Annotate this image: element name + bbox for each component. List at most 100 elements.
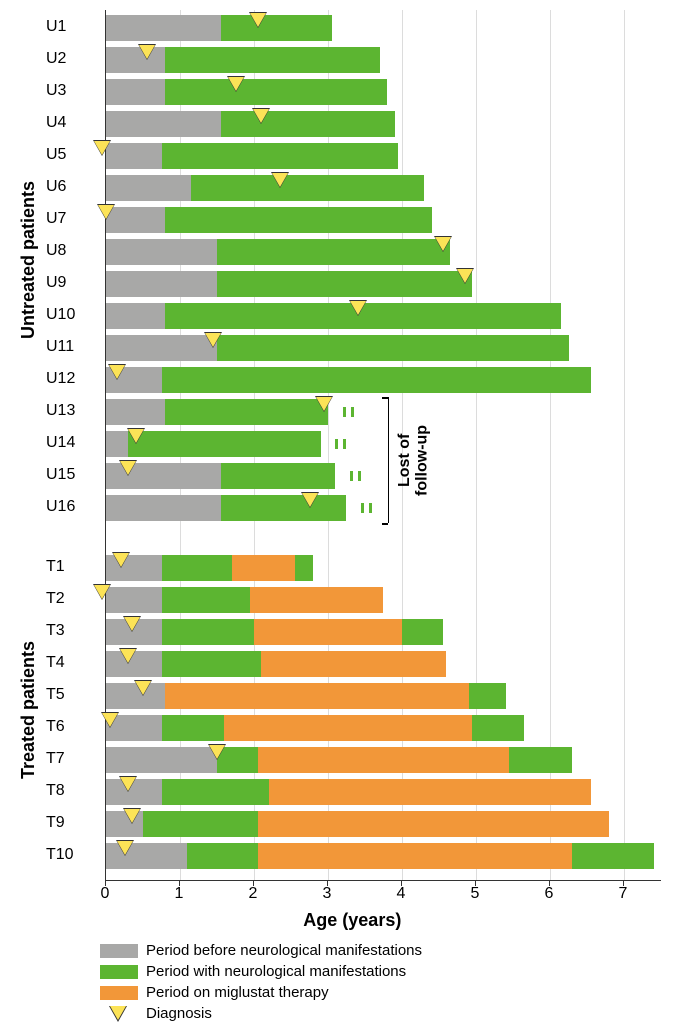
segment-miglustat [250,587,383,613]
diagnosis-marker [113,553,129,567]
patient-label: U5 [46,146,96,164]
segment-miglustat [258,843,573,869]
segment-with_neuro [143,811,258,837]
x-tick: 5 [471,885,480,903]
patient-label: U11 [46,338,96,356]
patient-label: U6 [46,178,96,196]
diagnosis-marker [94,585,110,599]
legend-label: Period before neurological manifestation… [146,942,422,959]
segment-before_neuro [106,175,191,201]
patient-label: T6 [46,718,96,736]
segment-before_neuro [106,303,165,329]
diagnosis-marker [120,461,136,475]
legend-label: Diagnosis [146,1005,212,1022]
patient-label: U9 [46,274,96,292]
diagnosis-marker [128,429,144,443]
diagnosis-marker [250,13,266,27]
segment-miglustat [232,555,295,581]
segment-with_neuro [509,747,572,773]
patient-label: T2 [46,590,96,608]
legend-item: Period with neurological manifestations [100,961,422,982]
chart-container: Untreated patients Treated patients Age … [0,0,685,1025]
segment-miglustat [258,747,510,773]
segment-with_neuro [128,431,320,457]
patient-label: U10 [46,306,96,324]
segment-before_neuro [106,239,217,265]
segment-with_neuro [162,619,255,645]
diagnosis-marker [209,745,225,759]
diagnosis-marker [124,617,140,631]
segment-with_neuro [162,779,269,805]
lost-dash [343,407,346,417]
x-tick: 4 [397,885,406,903]
diagnosis-marker [139,45,155,59]
segment-before_neuro [106,143,162,169]
diagnosis-marker [302,493,318,507]
segment-with_neuro [191,175,424,201]
lost-bracket [388,397,395,523]
segment-with_neuro [187,843,257,869]
segment-with_neuro [162,587,251,613]
patient-label: T10 [46,846,96,864]
patient-label: U16 [46,498,96,516]
segment-with_neuro [221,15,332,41]
lost-dash [335,439,338,449]
lost-dash [369,503,372,513]
group-label-treated: Treated patients [18,580,39,840]
patient-label: U15 [46,466,96,484]
diagnosis-marker [228,77,244,91]
patient-label: U7 [46,210,96,228]
diagnosis-marker [350,301,366,315]
segment-with_neuro [402,619,443,645]
segment-with_neuro [472,715,524,741]
lost-dash [358,471,361,481]
patient-label: T9 [46,814,96,832]
segment-before_neuro [106,15,221,41]
diagnosis-marker [316,397,332,411]
diagnosis-marker [205,333,221,347]
patient-label: T4 [46,654,96,672]
lost-dash [351,407,354,417]
patient-label: T5 [46,686,96,704]
patient-label: T3 [46,622,96,640]
patient-label: U1 [46,18,96,36]
legend-triangle-icon [110,1006,126,1020]
segment-before_neuro [106,587,162,613]
segment-with_neuro [162,367,591,393]
segment-with_neuro [165,47,380,73]
segment-with_neuro [217,239,450,265]
patient-label: U14 [46,434,96,452]
segment-with_neuro [162,555,232,581]
segment-miglustat [269,779,591,805]
segment-before_neuro [106,747,217,773]
diagnosis-marker [272,173,288,187]
segment-with_neuro [221,495,347,521]
diagnosis-marker [124,809,140,823]
patient-label: U8 [46,242,96,260]
diagnosis-marker [98,205,114,219]
segment-miglustat [165,683,468,709]
gridline [624,10,625,880]
lost-followup-label: Lost offollow-up [396,394,431,526]
x-tick: 3 [323,885,332,903]
legend-swatch [100,965,138,979]
segment-before_neuro [106,431,128,457]
segment-before_neuro [106,47,165,73]
segment-with_neuro [162,651,262,677]
legend-label: Period on miglustat therapy [146,984,329,1001]
legend: Period before neurological manifestation… [100,940,422,1024]
segment-with_neuro [295,555,314,581]
segment-with_neuro [572,843,653,869]
diagnosis-marker [117,841,133,855]
lost-dash [350,471,353,481]
patient-label: T1 [46,558,96,576]
segment-miglustat [254,619,402,645]
segment-before_neuro [106,335,217,361]
segment-with_neuro [469,683,506,709]
patient-label: U3 [46,82,96,100]
segment-before_neuro [106,399,165,425]
x-tick: 6 [545,885,554,903]
segment-with_neuro [221,463,336,489]
diagnosis-marker [102,713,118,727]
legend-item: Period on miglustat therapy [100,982,422,1003]
